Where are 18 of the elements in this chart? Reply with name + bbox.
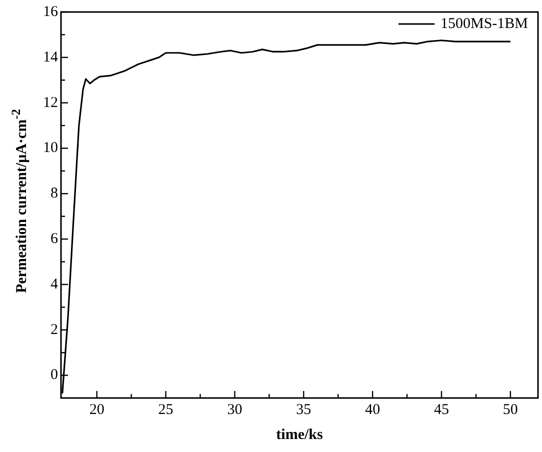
x-tick-label: 40 bbox=[365, 402, 380, 418]
y-tick-label: 2 bbox=[50, 322, 58, 338]
legend-label: 1500MS-1BM bbox=[440, 16, 528, 32]
y-tick-label: 8 bbox=[50, 186, 58, 202]
y-tick-label: 16 bbox=[43, 4, 58, 20]
x-tick-label: 20 bbox=[89, 402, 104, 418]
x-tick-label: 35 bbox=[296, 402, 312, 418]
y-tick-label: 6 bbox=[50, 230, 58, 247]
y-tick-label: 14 bbox=[43, 49, 58, 66]
x-tick-label: 50 bbox=[502, 402, 518, 418]
y-tick-label: 10 bbox=[43, 140, 58, 156]
x-tick-label: 45 bbox=[434, 402, 449, 418]
x-tick-label: 30 bbox=[227, 402, 242, 418]
x-tick-label: 25 bbox=[158, 402, 174, 418]
y-tick-label: 12 bbox=[43, 94, 58, 111]
y-tick-label: 4 bbox=[50, 276, 58, 292]
y-tick-label: 0 bbox=[50, 367, 58, 384]
x-axis-title: time/ks bbox=[276, 426, 323, 443]
